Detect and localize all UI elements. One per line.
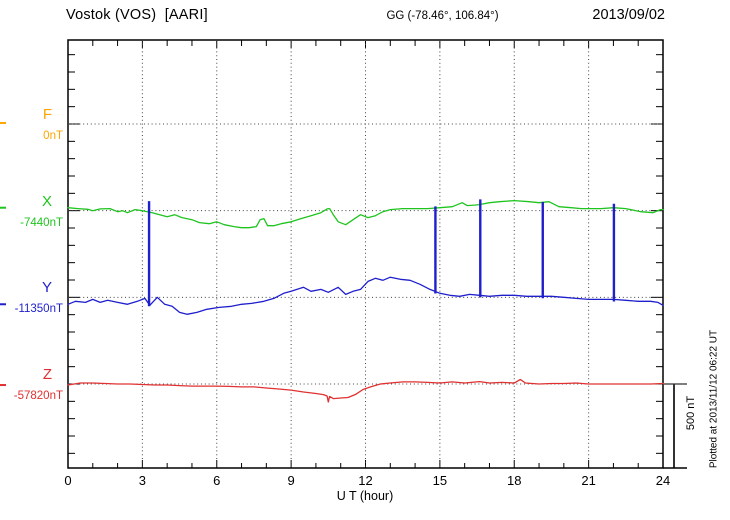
x-tick-label: 15 [432,473,448,488]
x-tick-label: 21 [581,473,596,488]
x-axis-label: U T (hour) [336,489,394,503]
baseline-value-f: 0nT [43,130,63,142]
trace-x [67,199,664,229]
plot-frame [67,39,664,469]
x-tick-label: 3 [138,473,146,488]
baseline-value-y: -11350nT [14,303,63,316]
x-tick-label: 12 [358,473,373,488]
plot-date: 2013/09/02 [592,7,665,23]
station-title: Vostok (VOS) [AARI] [66,7,208,23]
x-tick-label: 9 [287,473,295,488]
x-tick-label: 18 [507,473,522,488]
scale-bar-label: 500 nT [685,395,697,431]
trace-y [67,276,664,315]
component-letter-x: X [41,192,52,210]
trace-z [67,378,664,403]
baseline-value-x: -7440nT [20,216,63,229]
component-letter-f: F [42,106,52,123]
x-tick-label: 24 [655,473,671,488]
x-tick-label: 6 [213,473,221,488]
component-letter-y: Y [41,279,52,297]
geographic-coordinates: GG (-78.46°, 106.84°) [386,10,499,22]
x-tick-label: 0 [64,473,72,488]
plotted-at-timestamp: Plotted at 2013/11/12 06:22 UT [708,329,720,469]
baseline-value-z: -57820nT [13,390,63,402]
component-letter-z: Z [42,366,52,383]
